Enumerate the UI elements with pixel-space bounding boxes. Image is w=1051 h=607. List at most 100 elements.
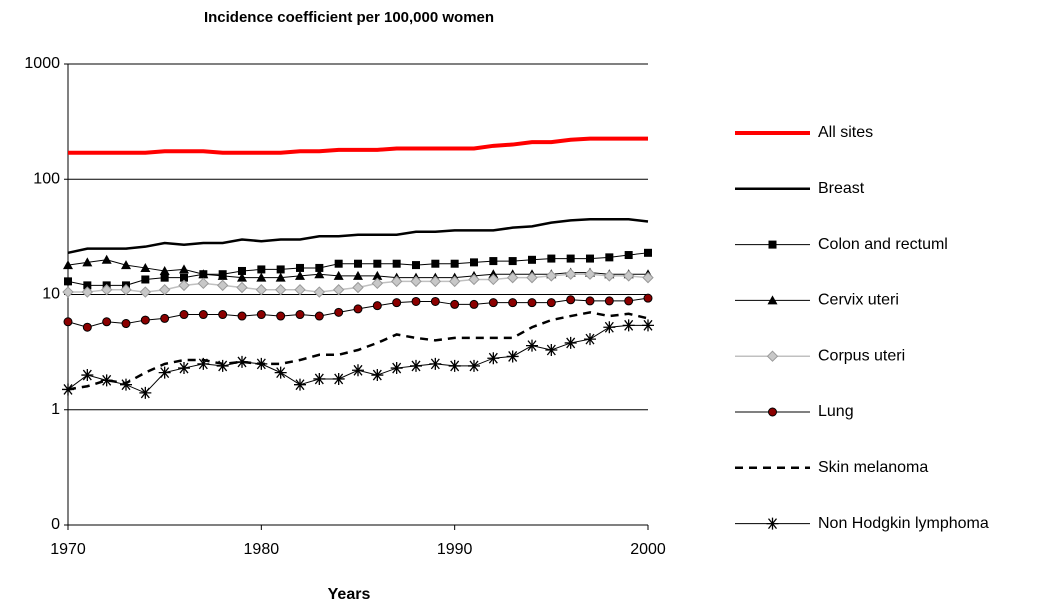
data-point bbox=[390, 362, 403, 375]
legend-label: All sites bbox=[818, 124, 873, 141]
data-point bbox=[276, 265, 285, 274]
data-point bbox=[584, 333, 596, 346]
legend-label: Corpus uteri bbox=[818, 347, 905, 364]
y-tick-label: 1 bbox=[51, 401, 60, 418]
data-point bbox=[488, 269, 499, 279]
data-point bbox=[63, 260, 73, 270]
data-point bbox=[566, 295, 576, 305]
data-point bbox=[81, 286, 94, 298]
data-point bbox=[158, 284, 171, 296]
data-point bbox=[120, 378, 132, 391]
data-point bbox=[197, 357, 210, 370]
data-point bbox=[450, 259, 459, 268]
data-point bbox=[101, 254, 112, 264]
legend-label: Skin melanoma bbox=[818, 459, 928, 476]
data-point bbox=[100, 284, 113, 296]
data-point bbox=[372, 270, 383, 280]
data-point bbox=[83, 281, 92, 290]
data-point bbox=[120, 284, 132, 296]
data-point bbox=[276, 311, 286, 321]
data-point bbox=[218, 310, 228, 320]
data-point bbox=[488, 298, 498, 308]
data-point bbox=[564, 268, 577, 280]
data-point bbox=[158, 366, 171, 379]
data-point bbox=[334, 259, 343, 268]
data-point bbox=[315, 263, 324, 272]
data-point bbox=[256, 272, 267, 282]
data-point bbox=[624, 296, 634, 306]
data-point bbox=[100, 374, 113, 387]
data-point bbox=[411, 296, 421, 306]
data-point bbox=[468, 359, 480, 372]
legend-label: Non Hodgkin lymphoma bbox=[818, 515, 989, 532]
data-point bbox=[121, 319, 131, 329]
chart-title: Incidence coefficient per 100,000 women bbox=[204, 9, 494, 26]
data-point bbox=[333, 270, 344, 280]
data-point bbox=[390, 275, 403, 288]
data-point bbox=[586, 254, 594, 263]
data-point bbox=[237, 311, 247, 321]
data-point bbox=[410, 359, 422, 372]
legend-marker bbox=[766, 350, 779, 362]
data-point bbox=[236, 281, 248, 294]
data-point bbox=[160, 313, 170, 323]
data-point bbox=[332, 284, 345, 296]
x-tick-label: 1990 bbox=[437, 541, 473, 558]
data-point bbox=[526, 339, 538, 352]
legend-marker bbox=[768, 407, 777, 417]
y-tick-label: 1000 bbox=[24, 55, 60, 72]
data-point bbox=[198, 269, 209, 279]
data-point bbox=[487, 352, 500, 365]
data-point bbox=[603, 321, 616, 334]
data-point bbox=[62, 383, 74, 396]
data-point bbox=[274, 284, 287, 296]
data-point bbox=[412, 261, 420, 270]
data-point bbox=[508, 257, 517, 266]
data-point bbox=[296, 263, 304, 272]
data-point bbox=[643, 293, 653, 303]
data-point bbox=[255, 357, 268, 370]
data-point bbox=[392, 259, 401, 268]
data-point bbox=[373, 259, 382, 268]
data-point bbox=[622, 270, 635, 282]
data-point bbox=[603, 270, 616, 282]
data-point bbox=[545, 343, 558, 356]
data-point bbox=[352, 281, 364, 294]
data-point bbox=[294, 284, 306, 296]
x-axis-label: Years bbox=[328, 586, 371, 603]
data-point bbox=[644, 248, 652, 257]
data-point bbox=[217, 270, 228, 280]
data-point bbox=[295, 310, 305, 320]
data-point bbox=[642, 319, 654, 332]
data-point bbox=[257, 265, 266, 274]
data-point bbox=[64, 277, 72, 286]
data-point bbox=[197, 277, 210, 290]
data-point bbox=[314, 269, 325, 279]
data-point bbox=[429, 275, 442, 288]
data-point bbox=[546, 298, 556, 308]
data-point bbox=[62, 286, 74, 298]
data-point bbox=[313, 372, 326, 385]
legend-label: Breast bbox=[818, 180, 865, 197]
data-point bbox=[468, 273, 480, 286]
data-point bbox=[429, 357, 442, 370]
data-point bbox=[198, 310, 208, 320]
data-point bbox=[82, 257, 93, 267]
data-point bbox=[294, 378, 306, 391]
data-point bbox=[295, 270, 305, 280]
data-point bbox=[431, 259, 440, 268]
data-point bbox=[605, 253, 614, 262]
y-tick-label: 10 bbox=[42, 286, 60, 303]
data-point bbox=[160, 273, 169, 282]
data-point bbox=[469, 299, 479, 309]
data-point bbox=[585, 296, 595, 306]
data-point bbox=[450, 299, 460, 309]
data-point bbox=[334, 307, 344, 317]
data-point bbox=[141, 275, 150, 284]
data-point bbox=[352, 364, 364, 377]
legend-marker bbox=[767, 295, 778, 305]
data-point bbox=[508, 298, 518, 308]
data-point bbox=[178, 279, 190, 292]
data-point bbox=[545, 270, 558, 282]
